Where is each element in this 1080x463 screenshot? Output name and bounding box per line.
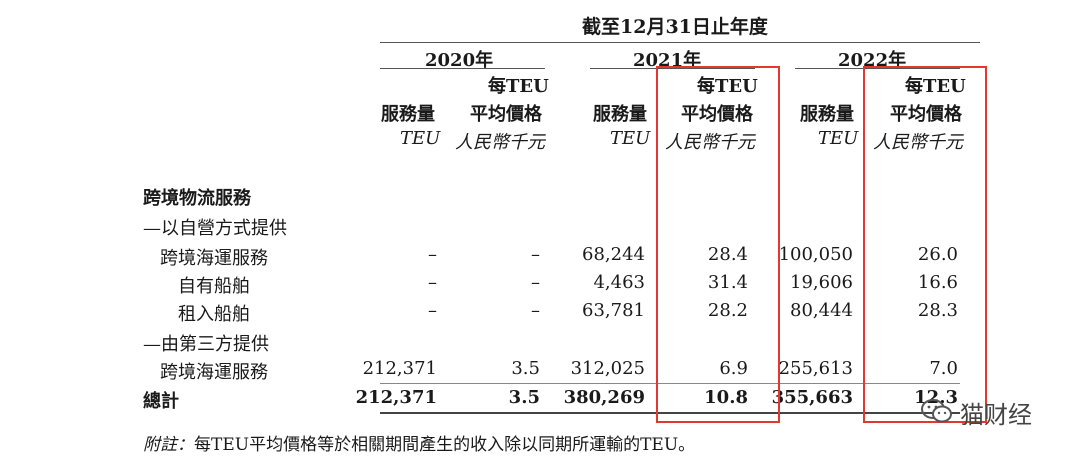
table-cell: 63,781 — [582, 300, 645, 321]
year-2022: 2022年 — [838, 50, 907, 71]
table-cell: – — [531, 244, 540, 265]
table-cell: 6.9 — [719, 358, 748, 379]
table-cell: 380,269 — [563, 387, 645, 408]
table-cell: 80,444 — [790, 300, 853, 321]
period-underline — [380, 42, 980, 43]
col-volume-2022: 服務量 — [800, 104, 854, 125]
per-teu-2021: 每TEU — [697, 76, 758, 97]
row-label: —以自營方式提供 — [143, 218, 287, 239]
table-cell: 28.2 — [707, 300, 748, 321]
col-price-2020: 平均價格 — [470, 104, 542, 125]
watermark-text: 猫财经 — [960, 401, 1032, 429]
unit-rmb-2020: 人民幣千元 — [455, 132, 545, 153]
table-cell: – — [428, 272, 437, 293]
year-underline-2021 — [590, 68, 755, 69]
table-cell: 28.4 — [707, 244, 748, 265]
table-cell: 255,613 — [778, 358, 853, 379]
highlight-box-2021-price — [656, 66, 780, 423]
row-label: 總計 — [143, 391, 179, 412]
table-cell: – — [531, 272, 540, 293]
total-top-rule — [380, 383, 960, 384]
watermark: 猫财经 — [920, 395, 1032, 430]
per-teu-2020: 每TEU — [488, 76, 549, 97]
col-price-2021: 平均價格 — [681, 104, 753, 125]
table-cell: 212,371 — [355, 387, 437, 408]
table-cell: 31.4 — [707, 272, 748, 293]
unit-rmb-2022: 人民幣千元 — [873, 132, 963, 153]
footnote: 附註：每TEU平均價格等於相關期間產生的收入除以同期所運輸的TEU。 — [143, 430, 695, 455]
row-label: 跨境物流服務 — [143, 188, 251, 209]
row-label: 跨境海運服務 — [160, 248, 268, 269]
col-price-2022: 平均價格 — [890, 104, 962, 125]
table-cell: 26.0 — [917, 244, 958, 265]
highlight-box-2022-price — [863, 66, 987, 423]
row-label: 自有船舶 — [178, 276, 250, 297]
year-underline-2022 — [795, 68, 960, 69]
table-cell: 19,606 — [790, 272, 853, 293]
row-label: 跨境海運服務 — [160, 362, 268, 383]
table-cell: 16.6 — [917, 272, 958, 293]
year-2020: 2020年 — [425, 50, 494, 71]
table-cell: 10.8 — [704, 387, 748, 408]
table-cell: 312,025 — [570, 358, 645, 379]
table-cell: – — [428, 300, 437, 321]
period-header: 截至12月31日止年度 — [582, 16, 768, 38]
table-cell: 3.5 — [511, 358, 540, 379]
table-cell: 100,050 — [778, 244, 853, 265]
footnote-label: 附註： — [143, 435, 194, 455]
unit-teu-2021: TEU — [610, 128, 651, 149]
table-cell: – — [531, 300, 540, 321]
table-cell: 28.3 — [917, 300, 958, 321]
table-cell: 212,371 — [362, 358, 437, 379]
unit-teu-2020: TEU — [400, 128, 441, 149]
table-cell: – — [428, 244, 437, 265]
col-volume-2020: 服務量 — [381, 104, 435, 125]
table-cell: 355,663 — [771, 387, 853, 408]
col-volume-2021: 服務量 — [593, 104, 647, 125]
unit-rmb-2021: 人民幣千元 — [665, 132, 755, 153]
row-label: 租入船舶 — [178, 304, 250, 325]
per-teu-2022: 每TEU — [905, 76, 966, 97]
table-cell: 4,463 — [593, 272, 645, 293]
wechat-icon — [920, 397, 954, 429]
footnote-text: 每TEU平均價格等於相關期間產生的收入除以同期所運輸的TEU。 — [194, 435, 696, 455]
unit-teu-2022: TEU — [818, 128, 859, 149]
table-cell: 3.5 — [508, 387, 540, 408]
total-bottom-rule — [380, 412, 960, 414]
row-label: —由第三方提供 — [143, 334, 269, 355]
year-2021: 2021年 — [633, 50, 702, 71]
table-cell: 7.0 — [929, 358, 958, 379]
table-cell: 68,244 — [582, 244, 645, 265]
year-underline-2020 — [380, 68, 545, 69]
